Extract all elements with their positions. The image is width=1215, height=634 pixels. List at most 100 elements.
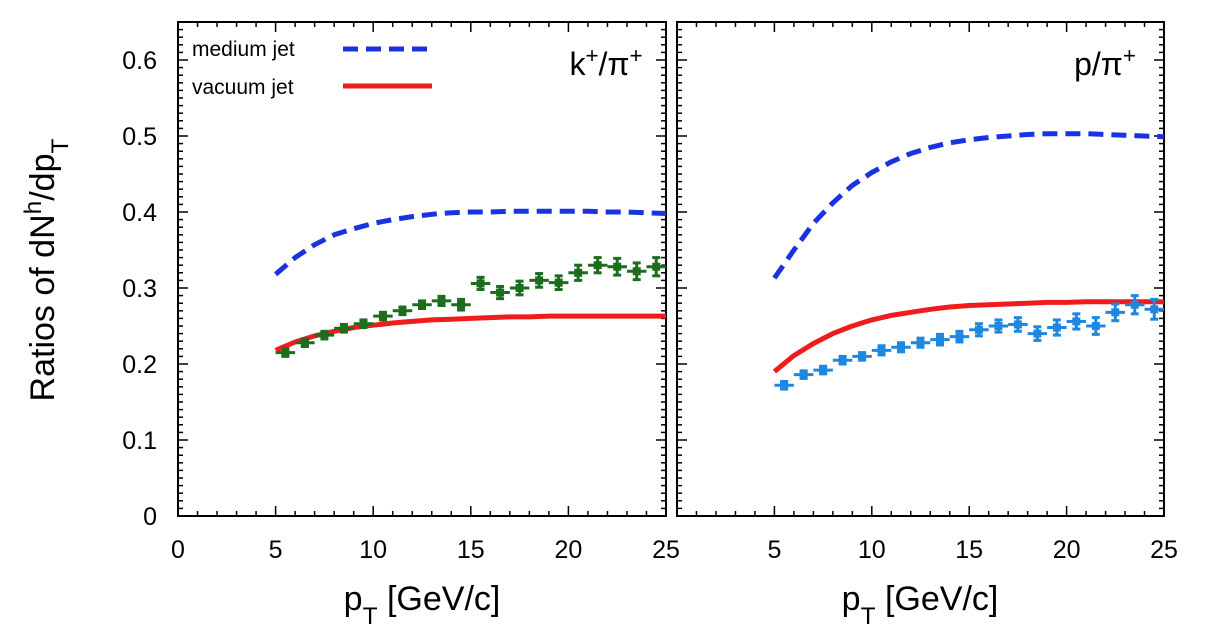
data-point [852,351,872,362]
data-marker [916,338,925,347]
data-marker [1033,329,1042,338]
data-point [969,322,989,338]
data-point [568,263,588,282]
data-marker [1130,300,1139,309]
data-marker [554,278,563,287]
data-marker [1072,317,1081,326]
data-marker [877,346,886,355]
x-axis-label-left: pT [GeV/c] [344,580,501,630]
y-tick-label: 0 [143,503,157,531]
data-marker [819,366,828,375]
panel-left-series [273,208,667,358]
data-point [587,256,608,275]
panel-right-ticks: 5 10 15 20 25 [676,21,1178,564]
data-point [509,279,530,297]
data-point [314,329,335,341]
data-point [529,272,549,289]
data-point [832,354,853,366]
x-tick-label: 0 [171,536,185,564]
data-point [891,341,911,354]
x-tick-label: 10 [858,536,886,564]
data-marker [359,319,368,328]
data-marker [593,261,602,270]
x-tick-label: 5 [269,536,283,564]
data-point [412,299,432,311]
data-marker [652,262,661,271]
x-tick-label: 5 [767,536,781,564]
panel-right-label-text: p/π+ [1074,43,1136,83]
x-tick-label: 20 [1053,536,1081,564]
legend-label-medium: medium jet [192,38,295,61]
data-marker [418,300,426,309]
data-marker [994,322,1003,330]
data-point [793,369,814,380]
x-axis-label-right: pT [GeV/c] [842,580,999,630]
data-point [353,318,374,330]
panel-proton-pion: 5 10 15 20 25 p/π+ pT [GeV/c] [676,21,1178,630]
data-marker [378,312,387,321]
data-marker [398,306,407,315]
x-tick-label: 15 [457,536,485,564]
data-point [1047,318,1067,337]
data-marker [476,279,485,288]
data-point [949,329,970,344]
data-point [373,310,393,322]
x-tick-label: 10 [359,536,387,564]
data-marker [437,296,446,305]
panel-left-label-text: k+/π+ [569,43,642,83]
data-point [930,332,950,347]
data-point [1144,297,1164,321]
data-marker [1052,323,1061,332]
panel-left-label: k+/π+ [569,43,642,83]
data-marker [974,325,983,334]
series-line-vacuum-jet [274,313,666,353]
data-marker [496,288,505,297]
data-point [1086,316,1106,336]
data-point [295,337,315,349]
data-marker [955,332,964,341]
y-tick-label: 0.5 [122,123,157,151]
x-tick-label: 25 [652,536,680,564]
data-point [490,284,510,301]
data-marker [320,331,329,340]
data-marker [574,268,583,277]
y-tick-label: 0.4 [122,199,157,227]
data-marker [339,324,348,333]
data-point [910,336,931,349]
y-tick-label: 0.1 [122,427,157,455]
legend: medium jet vacuum jet [192,38,432,99]
data-marker [858,352,867,361]
data-marker [935,335,944,344]
data-marker [1091,322,1100,330]
data-point [1125,294,1145,316]
data-point [813,364,833,376]
x-tick-label: 25 [1150,536,1178,564]
data-point [334,322,354,334]
data-marker [535,276,544,285]
data-marker [897,343,906,352]
y-tick-label: 0.6 [122,47,157,75]
data-marker [838,356,847,365]
panel-right-label: p/π+ [1074,43,1136,83]
y-axis-label-text: Ratios of dNh/dpT [20,138,74,401]
y-tick-labels: 0 0.1 0.2 0.3 0.4 0.5 0.6 [122,47,157,531]
series-line-vacuum-jet [772,299,1164,374]
legend-label-vacuum: vacuum jet [192,76,294,99]
data-point [774,379,794,391]
panel-left-frame [177,21,667,517]
data-marker [300,338,309,347]
panel-right-series [772,131,1165,391]
y-tick-label: 0.3 [122,275,157,303]
series-line-medium-jet [273,208,667,277]
data-marker [515,284,524,292]
data-point [1105,302,1126,323]
data-point [1066,312,1087,331]
data-marker [780,381,789,390]
data-point [1027,325,1048,342]
data-point [470,275,491,292]
data-point [871,344,892,357]
data-marker [632,267,641,276]
panel-kaon-pion: 0 5 10 15 20 25 k+/π+ medium jet vacuum jet p… [171,21,680,630]
panel-right-frame [676,21,1165,517]
data-marker [281,348,290,357]
